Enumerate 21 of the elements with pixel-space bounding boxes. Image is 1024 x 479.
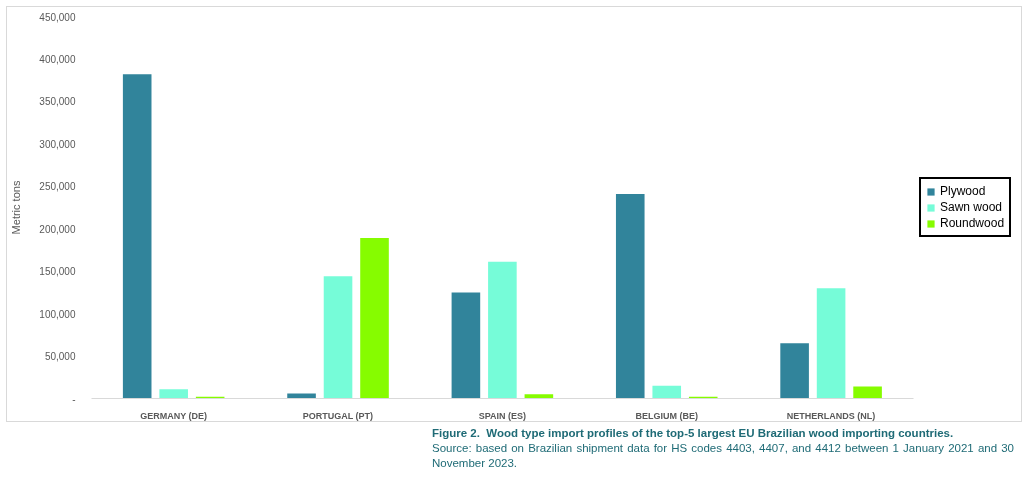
x-tick-label: PORTUGAL (PT) [302, 410, 374, 421]
y-tick-label: 350,000 [39, 96, 76, 108]
x-tick-label: BELGIUM (BE) [635, 410, 698, 421]
x-tick-label: GERMANY (DE) [140, 410, 208, 421]
y-tick-label: 150,000 [39, 266, 76, 278]
y-tick-label: 400,000 [39, 53, 76, 65]
legend-label: Sawn wood [940, 200, 1003, 214]
y-tick-label: 200,000 [39, 223, 76, 235]
y-tick-label: 450,000 [39, 11, 76, 23]
y-tick-label: - [72, 393, 76, 405]
source-note: Source: based on Brazilian shipment data for HS codes 4403, 4407, and 4412 between 1 January 2021 and 30 November 2023. [432, 441, 1014, 471]
x-tick-label: SPAIN (ES) [478, 410, 527, 421]
y-axis-title: Metric tons [10, 180, 23, 235]
y-tick-label: 50,000 [44, 351, 76, 363]
legend-label: Roundwood [940, 216, 1005, 230]
text: Figure 2. Wood type import profiles of the top-5 largest EU Brazilian wood importing countries. [432, 426, 954, 441]
x-tick-label: NETHERLANDS (NL) [786, 410, 876, 421]
y-tick-label: 250,000 [39, 181, 76, 193]
y-tick-label: 100,000 [39, 308, 76, 320]
legend-label: Plywood [940, 184, 986, 198]
y-tick-label: 300,000 [39, 138, 76, 150]
